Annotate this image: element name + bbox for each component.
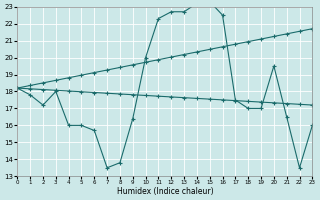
X-axis label: Humidex (Indice chaleur): Humidex (Indice chaleur) (116, 187, 213, 196)
